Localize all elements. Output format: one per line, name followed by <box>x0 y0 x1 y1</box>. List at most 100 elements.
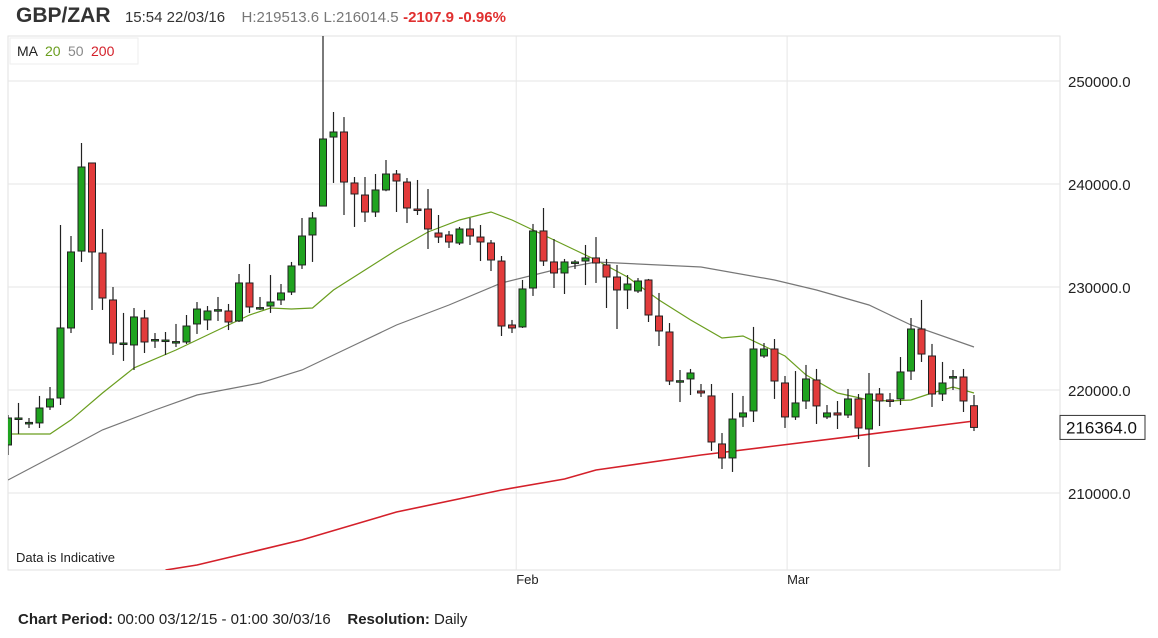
candle-body <box>644 279 653 316</box>
candle-body <box>56 327 65 399</box>
candle-body <box>476 236 485 243</box>
candle <box>718 433 726 469</box>
candle <box>812 368 821 424</box>
candle <box>560 258 569 294</box>
candle-body <box>634 280 642 292</box>
candle <box>424 189 432 249</box>
candle-body <box>917 328 926 355</box>
legend-ma200[interactable]: 200 <box>91 43 115 59</box>
candle <box>466 217 474 245</box>
candle <box>728 392 737 472</box>
candle-body <box>214 309 222 312</box>
candle <box>571 260 579 269</box>
low-label: L: <box>323 9 337 26</box>
candle-body <box>424 208 432 230</box>
candle <box>844 388 852 418</box>
candle-body <box>602 264 611 278</box>
candle-body <box>539 230 548 262</box>
candle <box>917 299 926 362</box>
candle <box>760 343 768 358</box>
candle <box>896 357 905 406</box>
candle-body <box>235 282 243 322</box>
candle-body <box>791 402 800 418</box>
candle-body <box>88 162 96 253</box>
candle-body <box>130 316 138 346</box>
candle-body <box>928 355 936 395</box>
candle <box>823 405 831 420</box>
candle <box>193 302 201 334</box>
candle <box>487 240 495 272</box>
candle <box>77 143 86 262</box>
candle <box>539 207 548 266</box>
candle <box>361 176 369 222</box>
candle-body <box>812 379 821 407</box>
candle-body <box>224 310 233 323</box>
candle <box>245 264 254 313</box>
candle-body <box>182 325 191 343</box>
candle-body <box>203 310 212 321</box>
candle-body <box>413 208 422 212</box>
candle-body <box>46 398 54 408</box>
candle-body <box>823 412 831 418</box>
candle <box>455 226 464 245</box>
candle <box>508 319 516 334</box>
candle <box>109 286 117 355</box>
legend-ma50[interactable]: 50 <box>68 43 84 59</box>
candle <box>151 333 159 348</box>
candle-body <box>382 173 390 191</box>
candle <box>340 117 348 215</box>
candle <box>854 393 863 439</box>
candle <box>277 283 285 306</box>
candle-body <box>340 131 348 183</box>
candlestick-chart[interactable]: 210000.0 220000.0 230000.0 240000.0 250000.0… <box>0 0 1158 600</box>
candle-body <box>686 372 695 380</box>
candle-body <box>854 398 863 429</box>
candle-body <box>434 232 443 238</box>
candle <box>329 112 338 183</box>
candle-body <box>938 382 947 395</box>
candle-body <box>571 261 579 264</box>
candle-body <box>119 342 128 346</box>
candle <box>287 261 296 296</box>
candle-body <box>14 417 23 420</box>
candle <box>371 174 380 217</box>
candle-body <box>518 288 527 328</box>
candle <box>224 303 233 331</box>
legend-ma20[interactable]: 20 <box>45 43 61 59</box>
y-tick-label: 220000.0 <box>1068 383 1131 400</box>
candle-body <box>319 138 327 207</box>
candle <box>970 394 978 432</box>
candle-body <box>287 265 296 293</box>
candle-body <box>172 341 180 344</box>
candle <box>172 323 180 348</box>
candle <box>434 214 443 244</box>
candle-body <box>8 417 12 446</box>
candle <box>203 306 212 331</box>
candle-body <box>760 348 768 357</box>
candle <box>350 176 359 227</box>
change-percent: -0.96% <box>458 9 506 26</box>
candle-body <box>371 189 380 213</box>
candle <box>35 395 44 428</box>
candle <box>739 395 747 427</box>
candle-body <box>592 257 600 264</box>
timestamp: 15:54 22/03/16 <box>124 9 226 26</box>
candle <box>791 371 800 420</box>
legend: MA 20 50 200 <box>9 37 139 65</box>
candle <box>907 317 915 380</box>
candle <box>770 338 779 399</box>
candle-body <box>308 217 317 236</box>
candle <box>938 361 947 401</box>
candle <box>833 400 842 430</box>
candle <box>46 386 54 410</box>
candle-body <box>739 412 747 418</box>
candle <box>949 369 957 390</box>
low-value: 216014.5 <box>336 9 399 26</box>
candle-body <box>109 299 117 344</box>
candle-body <box>665 331 674 382</box>
candle <box>14 402 23 434</box>
candle-body <box>266 301 275 307</box>
candle <box>865 372 873 468</box>
candle-body <box>707 395 716 443</box>
candle-body <box>833 412 842 416</box>
